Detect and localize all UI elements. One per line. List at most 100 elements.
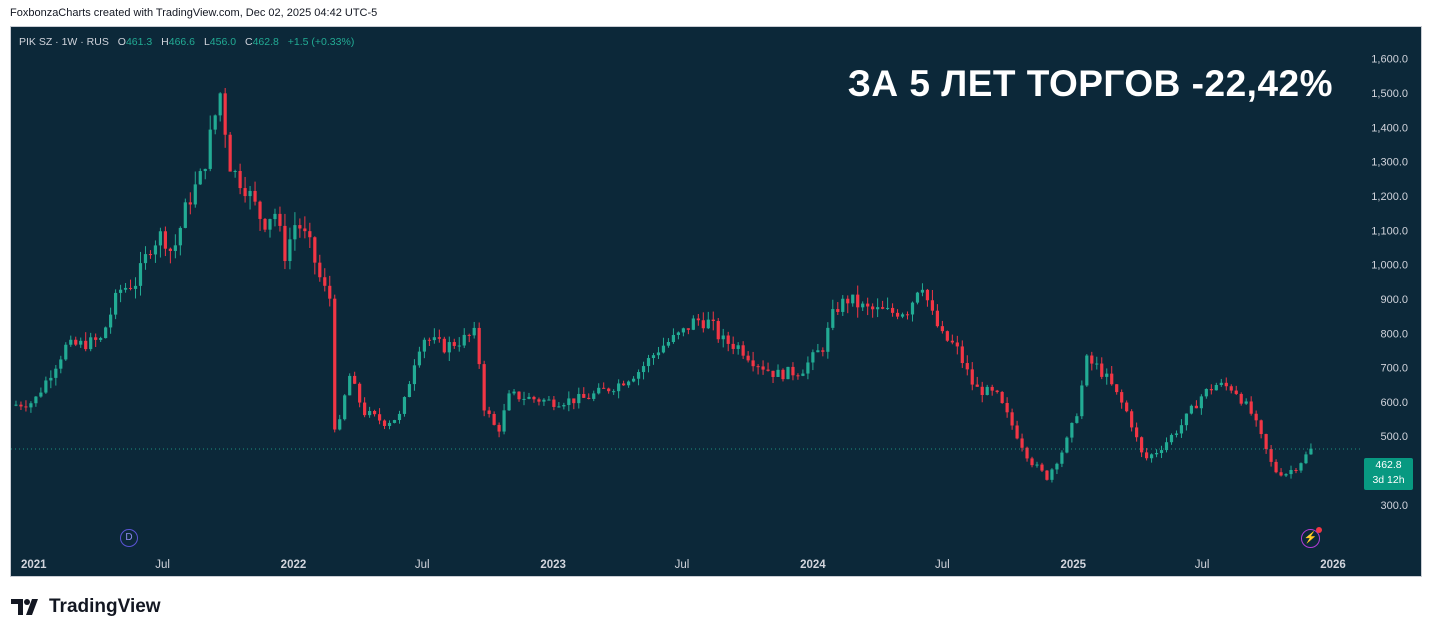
candle-body	[676, 332, 681, 335]
candle-body	[841, 298, 845, 312]
candle-body	[323, 277, 327, 286]
candle-body	[696, 318, 700, 321]
candle-body	[303, 228, 307, 232]
candle-body	[910, 302, 915, 315]
chart-panel[interactable]: 1,600.0 1,500.0 1,400.0 1,300.0 1,200.0 1,100…	[10, 26, 1422, 577]
candle-body	[776, 369, 780, 377]
candle-body	[417, 351, 422, 366]
candle-body	[970, 369, 974, 385]
candle-body	[602, 387, 606, 389]
candle-body	[641, 366, 646, 373]
flash-event-icon[interactable]: ⚡	[1301, 527, 1322, 548]
candle-body	[905, 314, 910, 316]
candle-body	[781, 369, 785, 380]
candle-body	[123, 287, 128, 290]
candle-body	[99, 338, 103, 340]
candle-body	[716, 321, 720, 340]
candle-body	[1294, 470, 1298, 472]
candle-body	[811, 352, 815, 363]
candle-body	[1179, 425, 1184, 434]
y-tick-label: 1,500.0	[1371, 88, 1408, 100]
candle-body	[397, 413, 402, 421]
candle-body	[338, 419, 342, 430]
candle-body	[1199, 396, 1203, 409]
candle-body	[826, 327, 830, 352]
candle-body	[109, 314, 113, 328]
candle-body	[582, 393, 586, 398]
candle-body	[193, 184, 197, 205]
candle-body	[328, 285, 332, 299]
candle-body	[1264, 434, 1268, 450]
candle-body	[622, 383, 626, 386]
candle-body	[646, 358, 651, 367]
bar-countdown: 3d 12h	[1372, 474, 1405, 486]
candle-body	[1095, 363, 1099, 365]
candle-body	[104, 327, 108, 339]
candle-body	[238, 170, 242, 189]
candle-body	[492, 413, 496, 425]
candle-body	[89, 337, 93, 350]
x-tick-label: 2024	[800, 559, 826, 571]
candle-body	[69, 339, 73, 345]
candle-body	[1055, 463, 1059, 470]
candle-body	[353, 375, 357, 384]
candle-body	[333, 298, 337, 430]
low-value: 456.0	[209, 36, 237, 48]
candle-body	[14, 404, 18, 406]
candle-body	[363, 402, 367, 416]
candle-body	[1000, 391, 1004, 403]
candle-body	[746, 355, 750, 361]
candlestick-chart[interactable]: 1,600.0 1,500.0 1,400.0 1,300.0 1,200.0 1,100…	[11, 27, 1422, 577]
candle-body	[517, 391, 521, 400]
candle-body	[148, 254, 153, 256]
alert-dot-icon	[1316, 527, 1322, 533]
candle-body	[512, 391, 516, 394]
candle-body	[74, 339, 78, 345]
candle-body	[348, 375, 352, 396]
candle-body	[1050, 469, 1054, 480]
candle-body	[223, 93, 227, 135]
candle-body	[173, 245, 177, 251]
candle-body	[248, 190, 252, 197]
candle-body	[552, 399, 556, 407]
change-value: +1.5 (+0.33%)	[287, 36, 355, 48]
candle-body	[1159, 450, 1164, 454]
x-tick-label: 2026	[1320, 559, 1346, 571]
candle-body	[198, 171, 202, 185]
candle-body	[382, 420, 387, 426]
candle-body	[626, 381, 631, 386]
candle-body	[711, 319, 715, 322]
candle-body	[118, 289, 123, 293]
candle-body	[890, 307, 895, 313]
candle-body	[1105, 373, 1109, 377]
candle-body	[691, 318, 695, 330]
tradingview-logo[interactable]: TradingView	[11, 596, 161, 618]
candle-body	[592, 393, 596, 399]
candle-body	[1085, 355, 1089, 386]
candle-body	[213, 115, 217, 130]
y-tick-label: 500.0	[1380, 431, 1408, 443]
candle-body	[831, 309, 835, 328]
candle-body	[930, 300, 935, 311]
candle-body	[432, 337, 436, 341]
candle-body	[268, 219, 272, 230]
candle-body	[1120, 392, 1124, 403]
candle-body	[562, 405, 566, 407]
candle-body	[64, 344, 68, 360]
candle-body	[915, 292, 920, 303]
y-tick-label: 700.0	[1380, 363, 1408, 375]
candle-body	[183, 202, 187, 228]
y-tick-label: 1,200.0	[1371, 191, 1408, 203]
candle-body	[1229, 386, 1233, 391]
candle-body	[836, 309, 840, 312]
dividend-event-icon[interactable]: D	[120, 529, 138, 547]
candle-body	[497, 424, 501, 432]
candle-body	[313, 237, 317, 263]
candle-body	[771, 370, 775, 377]
candle-body	[577, 393, 581, 404]
candle-body	[1234, 390, 1238, 394]
candle-body	[666, 342, 671, 346]
candle-body	[1090, 355, 1094, 364]
candle-body	[253, 190, 257, 202]
y-tick-label: 1,000.0	[1371, 260, 1408, 272]
